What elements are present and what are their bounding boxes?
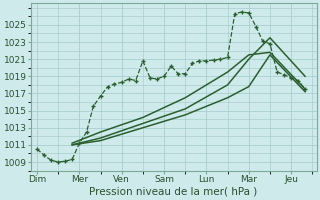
X-axis label: Pression niveau de la mer( hPa ): Pression niveau de la mer( hPa ) — [90, 187, 258, 197]
